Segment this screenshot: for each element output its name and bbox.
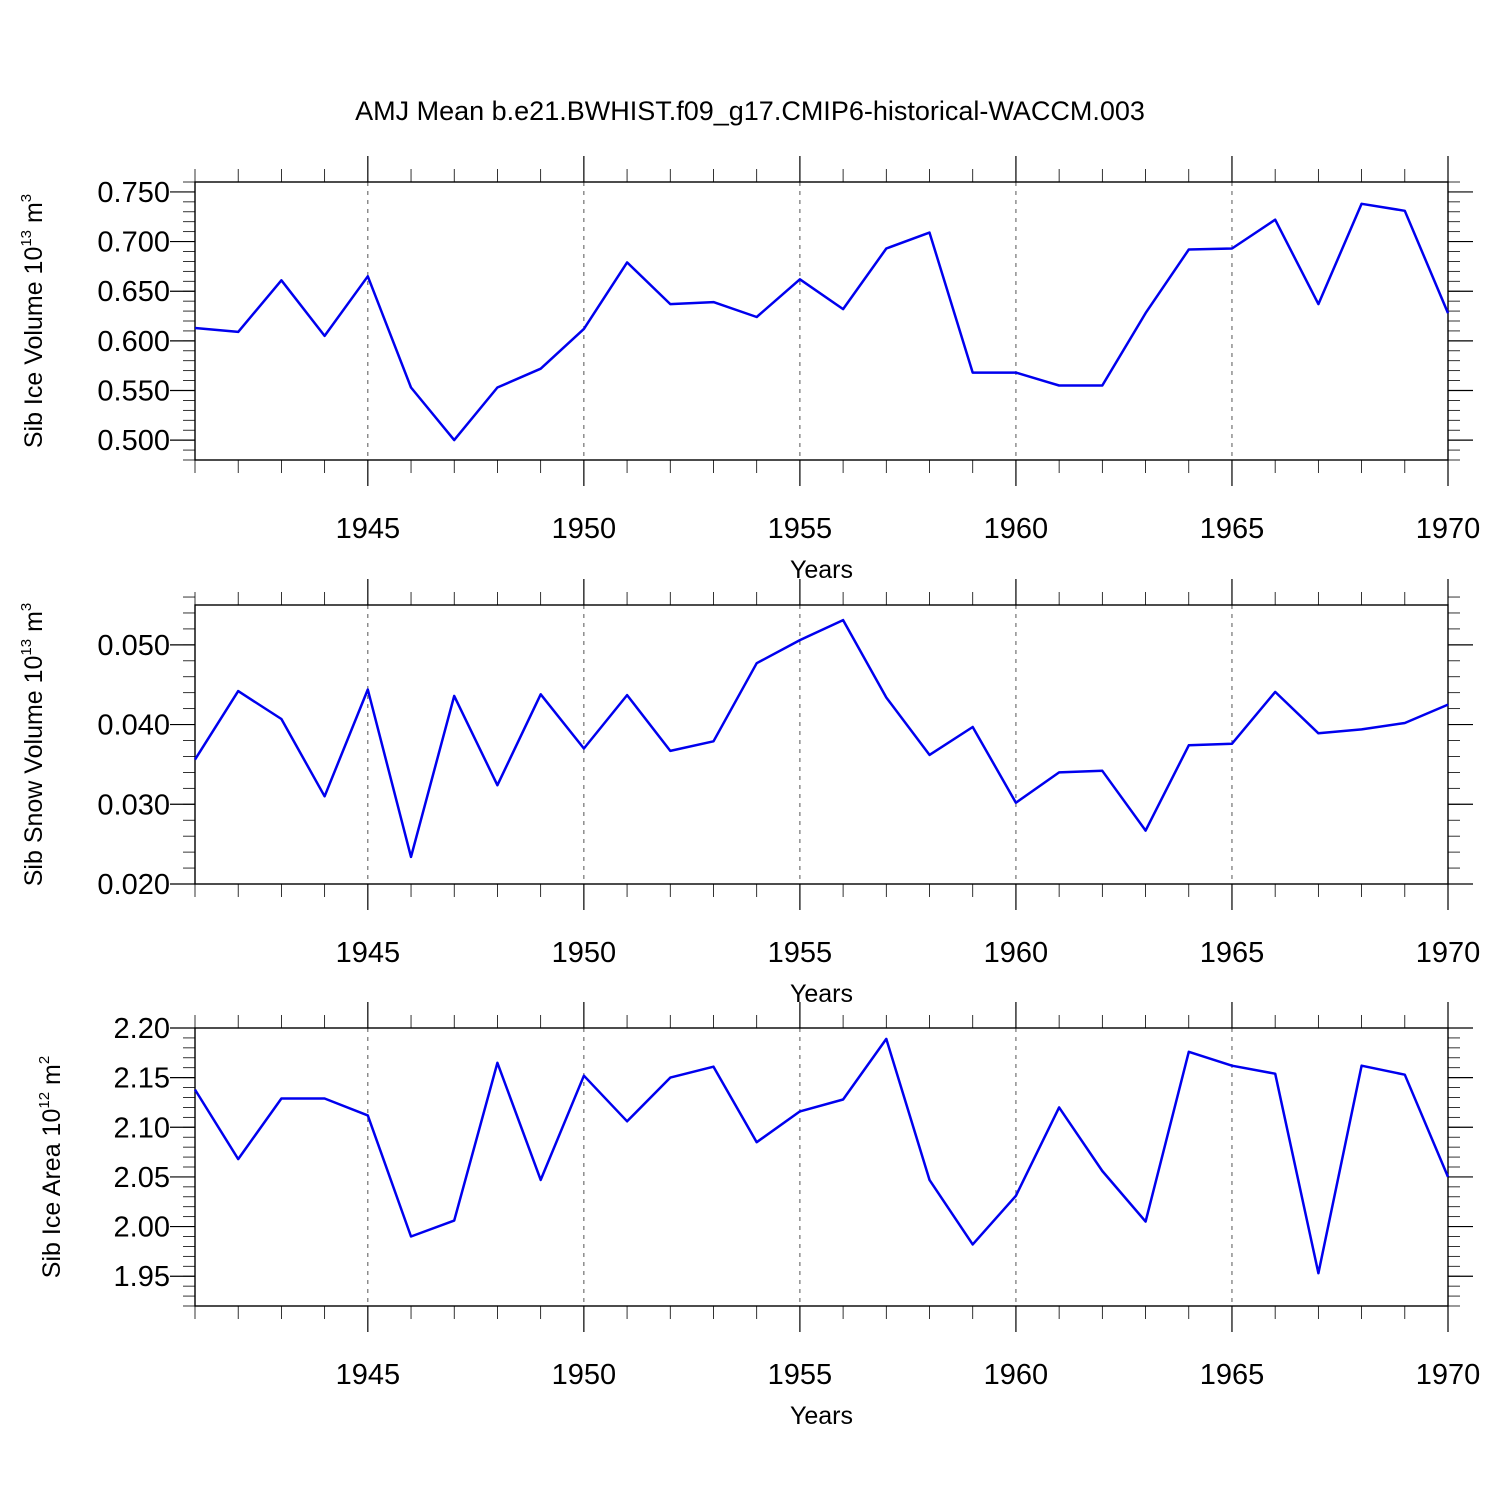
x-tick-label: 1955	[768, 937, 833, 969]
y-tick-label: 0.650	[97, 276, 170, 308]
panel-1: 0.500 0.550 0.600 0.650 0.700 0.750 1945 1950 19…	[18, 156, 1480, 584]
y-tick-label: 0.050	[97, 630, 170, 662]
y-tick-label: 0.700	[97, 227, 170, 259]
y-axis-label-exponent: 12	[36, 1092, 53, 1109]
x-tick-label: 1950	[552, 513, 617, 545]
plot-frame	[194, 181, 1449, 461]
y-tick-label: 2.00	[114, 1212, 170, 1244]
x-axis-label: Years	[790, 1402, 853, 1430]
x-tick-label: 1950	[552, 1359, 617, 1391]
y-tick-label: 2.10	[114, 1112, 170, 1144]
x-tick-label: 1955	[768, 1359, 833, 1391]
y-tick-label: 0.020	[97, 869, 170, 901]
y-axis-label: Sib Ice Volume 1013 m3	[18, 194, 48, 448]
y-axis-label: Sib Snow Volume 1013 m3	[18, 603, 48, 887]
y-tick-label: 0.500	[97, 425, 170, 457]
x-tick-label: 1955	[768, 513, 833, 545]
x-tick-label: 1965	[1200, 1359, 1265, 1391]
y-axis-label-unit-exponent: 3	[18, 194, 35, 202]
x-tick-label: 1945	[336, 513, 401, 545]
y-axis-label-unit: m	[20, 611, 48, 639]
y-axis-label-unit-exponent: 2	[36, 1056, 53, 1064]
y-tick-label: 0.550	[97, 376, 170, 408]
y-axis-label-text: Sib Ice Area 10	[38, 1109, 66, 1279]
x-tick-label: 1960	[984, 937, 1049, 969]
y-axis-label-unit: m	[38, 1064, 66, 1092]
chart-panels: 0.500 0.550 0.600 0.650 0.700 0.750 1945 1950 19…	[18, 156, 1480, 1430]
x-tick-label: 1945	[336, 1359, 401, 1391]
series-line	[194, 202, 1450, 442]
x-tick-label: 1970	[1416, 513, 1481, 545]
y-axis-label-exponent: 13	[18, 230, 35, 247]
x-tick-label: 1970	[1416, 937, 1481, 969]
y-tick-label: 0.040	[97, 710, 170, 742]
x-tick-label: 1950	[552, 937, 617, 969]
y-tick-label: 2.05	[114, 1162, 170, 1194]
x-tick-label: 1965	[1200, 513, 1265, 545]
x-tick-label: 1965	[1200, 937, 1265, 969]
y-tick-label: 2.20	[114, 1013, 170, 1045]
x-tick-label: 1970	[1416, 1359, 1481, 1391]
y-tick-label: 0.030	[97, 789, 170, 821]
x-tick-label: 1960	[984, 513, 1049, 545]
series-line	[193, 1037, 1450, 1275]
panel-2: 0.020 0.030 0.040 0.050 1945 1950 1955 1960 1965…	[18, 579, 1480, 1008]
y-tick-label: 1.95	[114, 1261, 170, 1293]
y-tick-label: 2.15	[114, 1063, 170, 1095]
plot-frame	[194, 604, 1449, 885]
y-axis-label-unit: m	[20, 202, 48, 230]
series-line	[193, 618, 1449, 859]
y-axis-label: Sib Ice Area 1012 m2	[36, 1056, 66, 1278]
y-tick-label: 0.600	[97, 326, 170, 358]
y-axis-label-unit-exponent: 3	[18, 603, 35, 611]
x-tick-label: 1960	[984, 1359, 1049, 1391]
y-tick-label: 0.750	[97, 177, 170, 209]
y-axis-label-text: Sib Ice Volume 10	[20, 247, 48, 449]
panel-3: 1.95 2.00 2.05 2.10 2.15 2.20 1945 1950 1955 1960…	[36, 1002, 1480, 1430]
y-axis-label-exponent: 13	[18, 639, 35, 656]
y-axis-label-text: Sib Snow Volume 10	[20, 656, 48, 887]
chart-title: AMJ Mean b.e21.BWHIST.f09_g17.CMIP6-hist…	[355, 96, 1145, 126]
x-tick-label: 1945	[336, 937, 401, 969]
